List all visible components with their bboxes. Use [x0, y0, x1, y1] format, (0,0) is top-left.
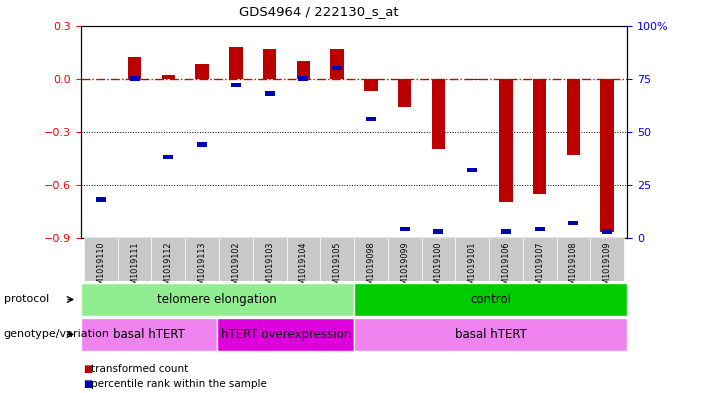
Bar: [299, 76, 308, 81]
Text: control: control: [470, 293, 511, 306]
Text: GSM1019112: GSM1019112: [164, 241, 173, 295]
Bar: [84, 238, 118, 281]
Bar: [489, 238, 523, 281]
Bar: [217, 318, 354, 351]
Text: GSM1019106: GSM1019106: [501, 241, 510, 295]
Bar: [354, 283, 627, 316]
Bar: [590, 238, 624, 281]
Text: genotype/variation: genotype/variation: [4, 329, 109, 340]
Text: ■: ■: [83, 364, 92, 374]
Bar: [455, 238, 489, 281]
Bar: [81, 283, 354, 316]
Bar: [421, 238, 455, 281]
Bar: [118, 238, 151, 281]
Bar: [264, 91, 275, 95]
Bar: [330, 48, 344, 79]
Bar: [432, 79, 445, 149]
Bar: [467, 168, 477, 172]
Bar: [366, 117, 376, 121]
Bar: [501, 229, 511, 233]
Bar: [229, 47, 243, 79]
Bar: [535, 227, 545, 231]
Bar: [388, 238, 421, 281]
Text: GSM1019113: GSM1019113: [198, 241, 207, 295]
Bar: [151, 238, 185, 281]
Text: percentile rank within the sample: percentile rank within the sample: [91, 379, 267, 389]
Bar: [128, 57, 142, 79]
Text: protocol: protocol: [4, 294, 49, 305]
Bar: [602, 229, 612, 233]
Bar: [332, 66, 342, 70]
Text: GSM1019110: GSM1019110: [96, 241, 105, 295]
Bar: [465, 79, 479, 80]
Bar: [130, 76, 139, 81]
Bar: [297, 61, 310, 79]
Text: basal hTERT: basal hTERT: [455, 328, 526, 341]
Bar: [231, 83, 241, 87]
Bar: [433, 229, 444, 233]
Text: GSM1019098: GSM1019098: [367, 241, 375, 295]
Text: basal hTERT: basal hTERT: [113, 328, 185, 341]
Text: GSM1019102: GSM1019102: [231, 241, 240, 295]
Bar: [533, 79, 546, 193]
Bar: [287, 238, 320, 281]
Bar: [566, 79, 580, 154]
Bar: [600, 79, 614, 232]
Bar: [320, 238, 354, 281]
Text: GSM1019103: GSM1019103: [265, 241, 274, 295]
Bar: [569, 221, 578, 225]
Bar: [557, 238, 590, 281]
Bar: [354, 238, 388, 281]
Bar: [219, 238, 253, 281]
Text: GSM1019101: GSM1019101: [468, 241, 477, 295]
Text: telomere elongation: telomere elongation: [158, 293, 277, 306]
Text: GSM1019111: GSM1019111: [130, 241, 139, 295]
Bar: [197, 142, 207, 147]
Bar: [196, 64, 209, 79]
Text: GSM1019100: GSM1019100: [434, 241, 443, 295]
Bar: [253, 238, 287, 281]
Bar: [263, 48, 276, 79]
Text: GSM1019109: GSM1019109: [603, 241, 612, 295]
Bar: [354, 318, 627, 351]
Bar: [96, 197, 106, 202]
Bar: [185, 238, 219, 281]
Text: GSM1019099: GSM1019099: [400, 241, 409, 295]
Bar: [163, 155, 173, 159]
Bar: [162, 75, 175, 79]
Bar: [81, 318, 217, 351]
Text: transformed count: transformed count: [91, 364, 189, 374]
Text: hTERT overexpression: hTERT overexpression: [221, 328, 350, 341]
Bar: [499, 79, 512, 202]
Text: GDS4964 / 222130_s_at: GDS4964 / 222130_s_at: [239, 5, 399, 18]
Text: GSM1019104: GSM1019104: [299, 241, 308, 295]
Text: GSM1019105: GSM1019105: [333, 241, 341, 295]
Text: GSM1019108: GSM1019108: [569, 241, 578, 295]
Bar: [364, 79, 378, 91]
Text: GSM1019107: GSM1019107: [535, 241, 544, 295]
Bar: [398, 79, 411, 107]
Bar: [400, 227, 409, 231]
Text: ■: ■: [83, 379, 92, 389]
Bar: [523, 238, 557, 281]
